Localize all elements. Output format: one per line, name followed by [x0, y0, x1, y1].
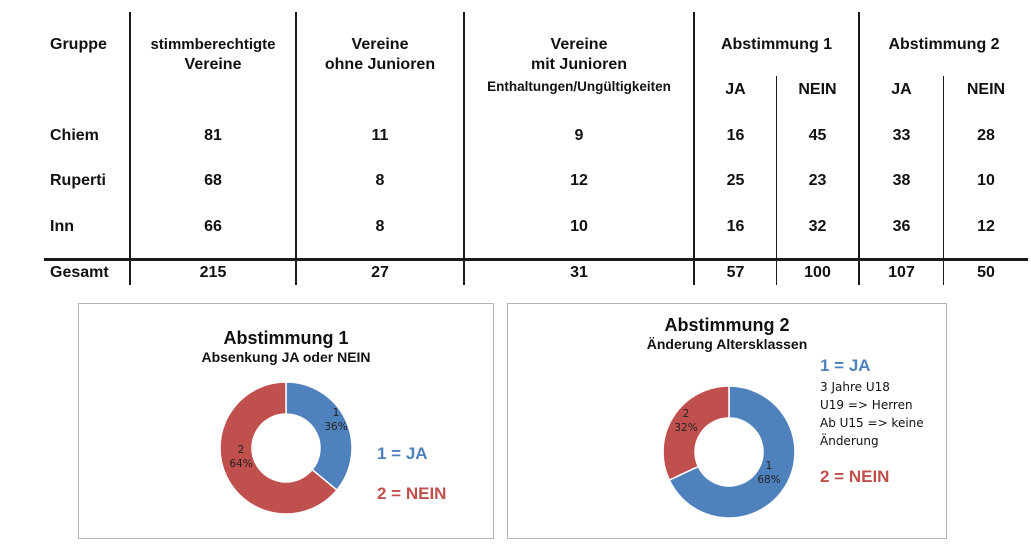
- header-ohne-line2: ohne Junioren: [297, 55, 463, 75]
- chart-subtitle: Absenkung JA oder NEIN: [79, 349, 493, 365]
- donut-chart: 1 36% 2 64%: [206, 368, 366, 528]
- cell-a2-nein: 28: [944, 126, 1028, 146]
- slice-value-1: 68%: [757, 474, 780, 486]
- chart-note-2: U19 => Herren: [820, 396, 913, 414]
- cell-a1-ja: 57: [695, 263, 776, 283]
- donut-slices: [663, 386, 795, 518]
- header-enthaltungen: Enthaltungen/Ungültigkeiten: [465, 75, 693, 99]
- slice-label-1: 1: [333, 407, 340, 419]
- header-mit-junioren: Vereine mit Junioren Enthaltungen/Ungült…: [465, 35, 693, 99]
- chart-subtitle: Änderung Altersklassen: [508, 336, 946, 352]
- cell-a1-nein: 32: [777, 217, 858, 237]
- cell-a2-ja: 36: [860, 217, 943, 237]
- header-mit-line2: mit Junioren: [465, 55, 693, 75]
- donut-slice-1: [286, 382, 352, 490]
- header-stimm-line1: stimmberechtigte: [131, 35, 295, 55]
- cell-a1-ja: 16: [695, 217, 776, 237]
- slice-value-1: 36%: [324, 421, 347, 433]
- slice-label-2: 2: [683, 408, 690, 420]
- legend-ja: 1 = JA: [377, 444, 428, 464]
- cell-ohne: 8: [297, 171, 463, 191]
- chart-note-3: Ab U15 => keine: [820, 414, 924, 432]
- slice-label-2: 2: [238, 444, 245, 456]
- cell-mit: 31: [465, 263, 693, 283]
- cell-stimm: 215: [131, 263, 295, 283]
- cell-ohne: 27: [297, 263, 463, 283]
- legend-nein: 2 = NEIN: [820, 467, 889, 487]
- header-ja-2: JA: [860, 80, 943, 100]
- slice-value-2: 64%: [229, 458, 252, 470]
- cell-mit: 10: [465, 217, 693, 237]
- legend-ja: 1 = JA: [820, 356, 871, 376]
- header-nein-1: NEIN: [777, 80, 858, 100]
- cell-ohne: 11: [297, 126, 463, 146]
- donut-chart: 1 68% 2 32%: [649, 372, 809, 532]
- header-gruppe: Gruppe: [50, 35, 107, 55]
- cell-a2-nein: 10: [944, 171, 1028, 191]
- header-ohne-line1: Vereine: [297, 35, 463, 55]
- chart-note-1: 3 Jahre U18: [820, 378, 890, 396]
- slice-value-2: 32%: [674, 422, 697, 434]
- chart-panel-2: Abstimmung 2 Änderung Altersklassen 1 68…: [507, 303, 947, 539]
- cell-a1-nein: 100: [777, 263, 858, 283]
- cell-a1-nein: 45: [777, 126, 858, 146]
- cell-a2-nein: 50: [944, 263, 1028, 283]
- row-name: Inn: [50, 217, 74, 237]
- total-separator: [44, 258, 1028, 261]
- cell-a2-ja: 107: [860, 263, 943, 283]
- header-abstimmung-2: Abstimmung 2: [860, 35, 1028, 55]
- header-mit-line1: Vereine: [465, 35, 693, 55]
- cell-a1-ja: 16: [695, 126, 776, 146]
- chart-title: Abstimmung 2: [508, 315, 946, 336]
- cell-a2-ja: 38: [860, 171, 943, 191]
- legend-nein: 2 = NEIN: [377, 484, 446, 504]
- cell-stimm: 68: [131, 171, 295, 191]
- header-stimmberechtigte: stimmberechtigte Vereine: [131, 35, 295, 75]
- cell-stimm: 66: [131, 217, 295, 237]
- header-stimm-line2: Vereine: [131, 55, 295, 75]
- cell-mit: 12: [465, 171, 693, 191]
- cell-a2-nein: 12: [944, 217, 1028, 237]
- slice-label-1: 1: [766, 460, 773, 472]
- header-ohne-junioren: Vereine ohne Junioren: [297, 35, 463, 75]
- chart-panel-1: Abstimmung 1 Absenkung JA oder NEIN 1 36…: [78, 303, 494, 539]
- header-abstimmung-1: Abstimmung 1: [695, 35, 858, 55]
- chart-title: Abstimmung 1: [79, 328, 493, 349]
- cell-a2-ja: 33: [860, 126, 943, 146]
- cell-a1-nein: 23: [777, 171, 858, 191]
- row-name: Gesamt: [50, 263, 109, 283]
- header-ja-1: JA: [695, 80, 776, 100]
- row-name: Ruperti: [50, 171, 106, 191]
- header-nein-2: NEIN: [944, 80, 1028, 100]
- chart-note-4: Änderung: [820, 432, 879, 450]
- cell-a1-ja: 25: [695, 171, 776, 191]
- cell-stimm: 81: [131, 126, 295, 146]
- cell-ohne: 8: [297, 217, 463, 237]
- row-name: Chiem: [50, 126, 99, 146]
- cell-mit: 9: [465, 126, 693, 146]
